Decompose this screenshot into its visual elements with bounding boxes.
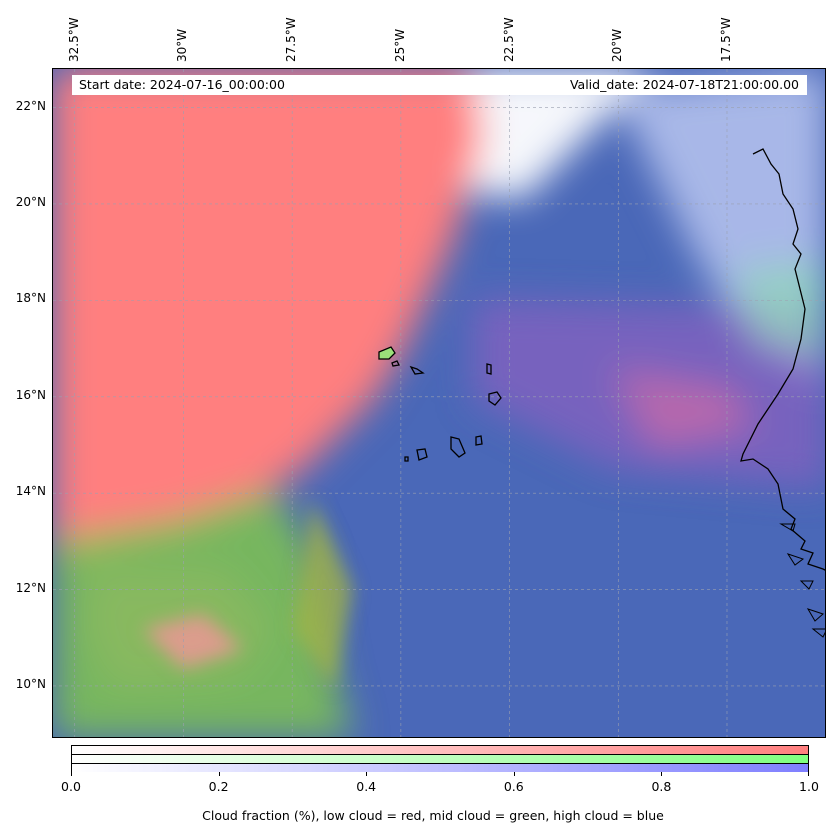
cloud-fraction-map [53,69,825,737]
island-maio [475,435,483,446]
latitude-label: 10°N [15,676,46,691]
colorbar-tick [808,772,809,776]
longitude-label: 30°W [175,28,190,62]
colorbar-blue-row [72,764,808,772]
longitude-label: 22.5°W [501,17,516,62]
island-santo-antao [378,346,396,360]
africa-coastline [740,148,825,571]
island-santiago [450,436,466,458]
colorbar-green-row [72,755,808,764]
longitude-label: 25°W [392,28,407,62]
longitude-label: 32.5°W [66,17,81,62]
colorbar-tick [661,772,663,776]
colorbar [71,745,809,772]
colorbar-tick-label: 0.6 [503,779,524,794]
map-frame[interactable] [52,68,826,738]
colorbar-tick [218,772,220,776]
island-brava [404,456,409,462]
longitude-label: 17.5°W [718,17,733,62]
gridlines [53,69,825,737]
longitude-label: 20°W [610,28,625,62]
island-fogo [416,448,428,461]
latitude-label: 12°N [15,580,46,595]
cape-verde-islands [378,346,502,462]
island-sao-nicolau [409,365,425,375]
latitude-label: 14°N [15,484,46,499]
colorbar-tick [71,772,72,776]
island-sal [486,363,492,375]
latitude-label: 16°N [15,387,46,402]
colorbar-red-row [72,746,808,755]
mid-cloud-field [53,489,353,737]
latitude-label: 22°N [15,98,46,113]
latitude-label: 20°N [15,194,46,209]
colorbar-tick [513,772,515,776]
colorbar-tick-label: 1.0 [799,779,819,794]
low-cloud-field [53,69,483,569]
colorbar-label: Cloud fraction (%), low cloud = red, mid… [202,808,664,823]
colorbar-tick-label: 0.8 [651,779,672,794]
colorbar-tick-label: 0.0 [61,779,81,794]
island-boa-vista [488,391,502,406]
latitude-label: 18°N [15,291,46,306]
island-sao-vicente [391,360,400,367]
colorbar-tick [366,772,368,776]
colorbar-tick-label: 0.2 [208,779,229,794]
clear-sky-north [433,69,653,199]
colorbar-tick-label: 0.4 [356,779,377,794]
start-date-label: Start date: 2024-07-16_00:00:00 [72,75,539,95]
longitude-label: 27.5°W [284,17,299,62]
valid-date-label: Valid_date: 2024-07-18T21:00:00.00 [532,75,807,95]
mixed-cloud-pink [613,369,753,449]
